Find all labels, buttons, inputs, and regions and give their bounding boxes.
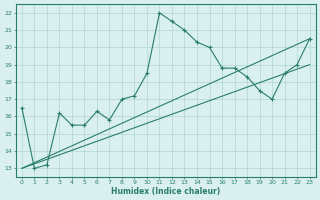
X-axis label: Humidex (Indice chaleur): Humidex (Indice chaleur) <box>111 187 220 196</box>
